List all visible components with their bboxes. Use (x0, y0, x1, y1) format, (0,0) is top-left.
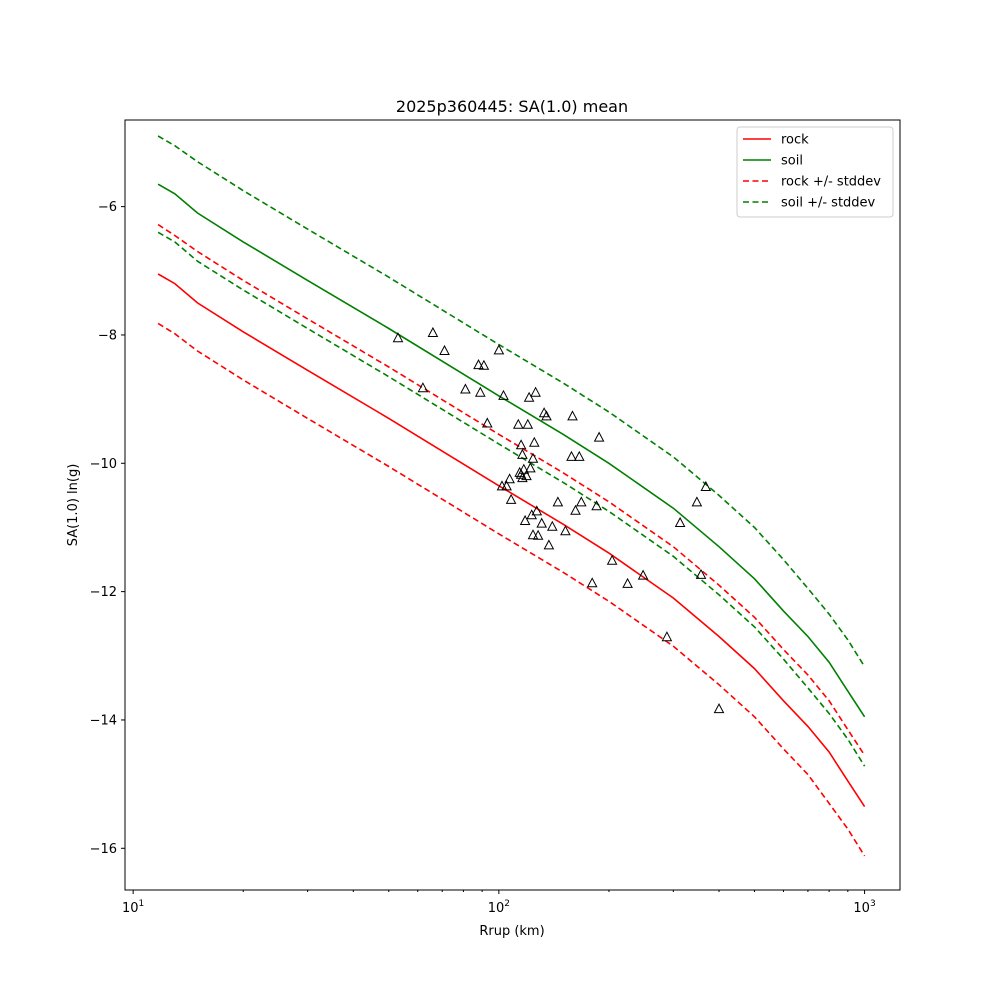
observation-point (417, 382, 429, 393)
legend: rock soil rock +/- stddev soil +/- stddev (736, 126, 894, 218)
observation-point (606, 554, 618, 565)
observation-point (531, 505, 543, 516)
observation-markers (392, 326, 725, 714)
plot-frame (124, 119, 901, 891)
observation-point (523, 391, 535, 402)
y-axis-ticks: −6 −8 −10 −12 −14 −16 (90, 200, 125, 857)
y-axis-label: SA(1.0) ln(g) (66, 464, 81, 547)
observation-point (566, 450, 577, 461)
observation-point (501, 480, 512, 491)
observation-point (517, 448, 528, 459)
observation-point (532, 529, 544, 540)
x-axis-ticks: 101 102 103 (122, 890, 876, 916)
observation-point (567, 410, 578, 421)
series-line-1 (157, 183, 866, 718)
legend-label: rock +/- stddev (781, 175, 881, 190)
observation-point (573, 450, 585, 461)
x-tick-label: 102 (488, 899, 510, 916)
observation-point (427, 326, 439, 337)
observation-point (622, 577, 633, 588)
observation-point (504, 473, 515, 484)
chart-title: 2025p360445: SA(1.0) mean (396, 97, 628, 116)
observation-point (522, 418, 534, 429)
observation-point (519, 514, 531, 525)
legend-label: rock (781, 133, 809, 148)
observation-point (637, 569, 649, 580)
observation-point (528, 436, 540, 447)
x-tick-label: 101 (122, 899, 144, 916)
legend-box (736, 126, 894, 218)
series-lines (157, 135, 866, 857)
observation-point (498, 389, 509, 400)
x-axis-label: Rrup (km) (479, 924, 544, 939)
legend-label: soil +/- stddev (781, 196, 876, 211)
observation-point (570, 504, 581, 515)
observation-point (530, 386, 541, 397)
legend-label: soil (781, 154, 803, 169)
observation-point (593, 431, 605, 442)
observation-point (560, 525, 571, 536)
observation-point (521, 470, 532, 481)
observation-point (591, 500, 602, 511)
y-tick-label: −14 (90, 713, 117, 728)
observation-point (515, 439, 527, 450)
observation-point (527, 452, 539, 463)
observation-point (546, 520, 558, 531)
observation-point (505, 493, 517, 504)
observation-point (493, 344, 505, 355)
observation-point (512, 418, 524, 429)
observation-point (518, 463, 530, 474)
observation-point (552, 496, 564, 507)
observation-point (661, 631, 673, 642)
observation-point (691, 496, 703, 507)
observation-point (527, 529, 539, 540)
y-tick-label: −16 (90, 842, 117, 857)
observation-point (474, 386, 486, 397)
observation-point (478, 359, 490, 370)
observation-point (517, 472, 528, 483)
observation-point (674, 516, 686, 527)
observation-point (575, 496, 587, 507)
y-tick-label: −8 (98, 328, 117, 343)
observation-point (481, 417, 493, 428)
y-tick-label: −12 (90, 585, 117, 600)
observation-point (713, 703, 725, 714)
x-tick-label: 103 (853, 899, 875, 916)
observation-point (543, 539, 555, 550)
observation-point (460, 383, 471, 394)
observation-point (439, 344, 450, 355)
observation-point (695, 568, 707, 579)
observation-point (541, 410, 552, 421)
observation-point (586, 577, 598, 588)
y-tick-label: −6 (98, 200, 117, 215)
y-tick-label: −10 (90, 457, 117, 472)
observation-point (525, 462, 536, 473)
series-line-0 (157, 273, 866, 808)
observation-point (473, 359, 484, 370)
observation-point (536, 517, 548, 528)
observation-point (392, 332, 404, 343)
observation-point (700, 480, 712, 491)
series-line-5 (157, 231, 866, 767)
